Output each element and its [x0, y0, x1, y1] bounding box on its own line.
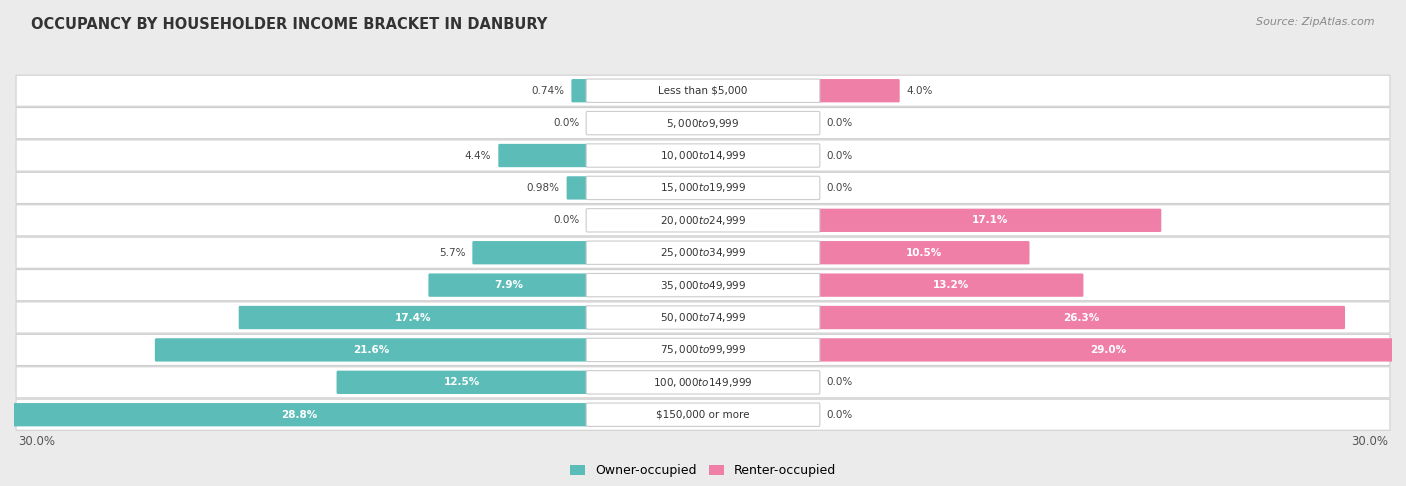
Text: Less than $5,000: Less than $5,000	[658, 86, 748, 96]
FancyBboxPatch shape	[586, 274, 820, 297]
FancyBboxPatch shape	[15, 205, 1391, 236]
Text: 0.0%: 0.0%	[827, 377, 853, 387]
Text: 28.8%: 28.8%	[281, 410, 318, 420]
Text: 0.98%: 0.98%	[527, 183, 560, 193]
Text: 17.4%: 17.4%	[395, 312, 432, 323]
FancyBboxPatch shape	[15, 173, 1391, 204]
Text: $5,000 to $9,999: $5,000 to $9,999	[666, 117, 740, 130]
FancyBboxPatch shape	[586, 306, 820, 329]
FancyBboxPatch shape	[15, 367, 1391, 398]
FancyBboxPatch shape	[586, 176, 820, 200]
FancyBboxPatch shape	[15, 302, 1391, 333]
Text: 5.7%: 5.7%	[439, 248, 465, 258]
Text: $150,000 or more: $150,000 or more	[657, 410, 749, 420]
Text: 13.2%: 13.2%	[932, 280, 969, 290]
Text: 10.5%: 10.5%	[905, 248, 942, 258]
Text: 0.0%: 0.0%	[827, 151, 853, 160]
Text: 29.0%: 29.0%	[1090, 345, 1126, 355]
Text: 0.0%: 0.0%	[827, 183, 853, 193]
FancyBboxPatch shape	[818, 306, 1346, 329]
FancyBboxPatch shape	[586, 111, 820, 135]
Text: $35,000 to $49,999: $35,000 to $49,999	[659, 278, 747, 292]
Text: 0.0%: 0.0%	[553, 215, 579, 226]
FancyBboxPatch shape	[818, 241, 1029, 264]
FancyBboxPatch shape	[586, 208, 820, 232]
Text: 12.5%: 12.5%	[444, 377, 481, 387]
Text: OCCUPANCY BY HOUSEHOLDER INCOME BRACKET IN DANBURY: OCCUPANCY BY HOUSEHOLDER INCOME BRACKET …	[31, 17, 547, 32]
FancyBboxPatch shape	[15, 237, 1391, 268]
FancyBboxPatch shape	[15, 140, 1391, 171]
FancyBboxPatch shape	[15, 334, 1391, 365]
Text: $15,000 to $19,999: $15,000 to $19,999	[659, 181, 747, 194]
FancyBboxPatch shape	[11, 403, 588, 426]
Text: $20,000 to $24,999: $20,000 to $24,999	[659, 214, 747, 227]
FancyBboxPatch shape	[586, 241, 820, 264]
Text: 7.9%: 7.9%	[494, 280, 523, 290]
Text: Source: ZipAtlas.com: Source: ZipAtlas.com	[1257, 17, 1375, 27]
FancyBboxPatch shape	[586, 79, 820, 103]
FancyBboxPatch shape	[818, 79, 900, 103]
FancyBboxPatch shape	[571, 79, 588, 103]
Text: 0.74%: 0.74%	[531, 86, 564, 96]
FancyBboxPatch shape	[818, 274, 1084, 297]
FancyBboxPatch shape	[15, 399, 1391, 430]
FancyBboxPatch shape	[239, 306, 588, 329]
FancyBboxPatch shape	[336, 371, 588, 394]
FancyBboxPatch shape	[472, 241, 588, 264]
Text: $100,000 to $149,999: $100,000 to $149,999	[654, 376, 752, 389]
FancyBboxPatch shape	[429, 274, 588, 297]
FancyBboxPatch shape	[498, 144, 588, 167]
FancyBboxPatch shape	[586, 371, 820, 394]
Text: 4.4%: 4.4%	[465, 151, 491, 160]
Text: 0.0%: 0.0%	[827, 410, 853, 420]
Text: 30.0%: 30.0%	[1351, 435, 1388, 448]
Text: $25,000 to $34,999: $25,000 to $34,999	[659, 246, 747, 259]
Text: 30.0%: 30.0%	[18, 435, 55, 448]
Text: $75,000 to $99,999: $75,000 to $99,999	[659, 344, 747, 356]
Text: 26.3%: 26.3%	[1063, 312, 1099, 323]
FancyBboxPatch shape	[15, 270, 1391, 301]
FancyBboxPatch shape	[586, 338, 820, 362]
FancyBboxPatch shape	[586, 144, 820, 167]
FancyBboxPatch shape	[818, 338, 1399, 362]
FancyBboxPatch shape	[586, 403, 820, 426]
FancyBboxPatch shape	[567, 176, 588, 200]
Text: $50,000 to $74,999: $50,000 to $74,999	[659, 311, 747, 324]
FancyBboxPatch shape	[155, 338, 588, 362]
Text: 21.6%: 21.6%	[353, 345, 389, 355]
FancyBboxPatch shape	[15, 107, 1391, 139]
Text: 4.0%: 4.0%	[907, 86, 934, 96]
Text: 0.0%: 0.0%	[553, 118, 579, 128]
Legend: Owner-occupied, Renter-occupied: Owner-occupied, Renter-occupied	[569, 464, 837, 477]
Text: $10,000 to $14,999: $10,000 to $14,999	[659, 149, 747, 162]
FancyBboxPatch shape	[818, 208, 1161, 232]
FancyBboxPatch shape	[15, 75, 1391, 106]
Text: 17.1%: 17.1%	[972, 215, 1008, 226]
Text: 0.0%: 0.0%	[827, 118, 853, 128]
